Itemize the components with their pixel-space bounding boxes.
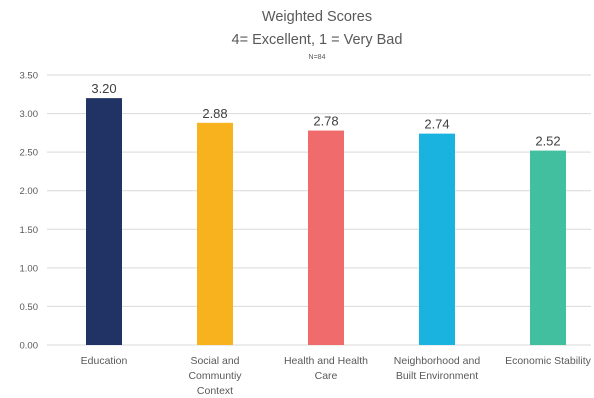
bar-3: [419, 133, 455, 345]
y-tick-label: 3.00: [20, 109, 39, 120]
data-label-3: 2.74: [424, 117, 449, 132]
y-tick-label: 1.00: [20, 263, 39, 274]
category-label-3: Neighborhood and: [394, 355, 481, 367]
y-tick-label: 2.00: [20, 186, 39, 197]
bar-2: [308, 130, 344, 345]
category-label-1: Context: [197, 385, 233, 397]
sample-size-note: N=84: [309, 54, 326, 61]
category-label-0: Education: [81, 355, 128, 367]
category-label-2: Health and Health: [284, 355, 368, 367]
y-tick-label: 2.50: [20, 148, 39, 159]
data-label-4: 2.52: [535, 134, 560, 149]
bars: [86, 98, 566, 346]
chart-subtitle: 4= Excellent, 1 = Very Bad: [232, 32, 403, 48]
y-tick-label: 3.50: [20, 71, 39, 82]
chart-title: Weighted Scores: [262, 9, 372, 25]
category-label-2: Care: [315, 370, 338, 382]
data-label-2: 2.78: [313, 114, 338, 129]
category-label-1: Communtiy: [188, 370, 242, 382]
bar-4: [530, 150, 566, 345]
data-label-0: 3.20: [91, 81, 116, 96]
y-tick-label: 0.50: [20, 302, 39, 313]
data-label-1: 2.88: [202, 106, 227, 121]
y-axis-ticks: 0.00 0.50 1.00 1.50 2.00 2.50 3.00 3.50: [20, 71, 39, 352]
y-tick-label: 0.00: [20, 341, 39, 352]
bar-0: [86, 98, 122, 346]
category-label-3: Built Environment: [396, 370, 478, 382]
bar-1: [197, 122, 233, 345]
category-labels: Education Social and Communtiy Context Healt…: [81, 355, 592, 397]
category-label-4: Economic Stability: [505, 355, 592, 367]
data-labels: 3.20 2.88 2.78 2.74 2.52: [91, 81, 560, 148]
y-tick-label: 1.50: [20, 225, 39, 236]
category-label-1: Social and: [190, 355, 239, 367]
